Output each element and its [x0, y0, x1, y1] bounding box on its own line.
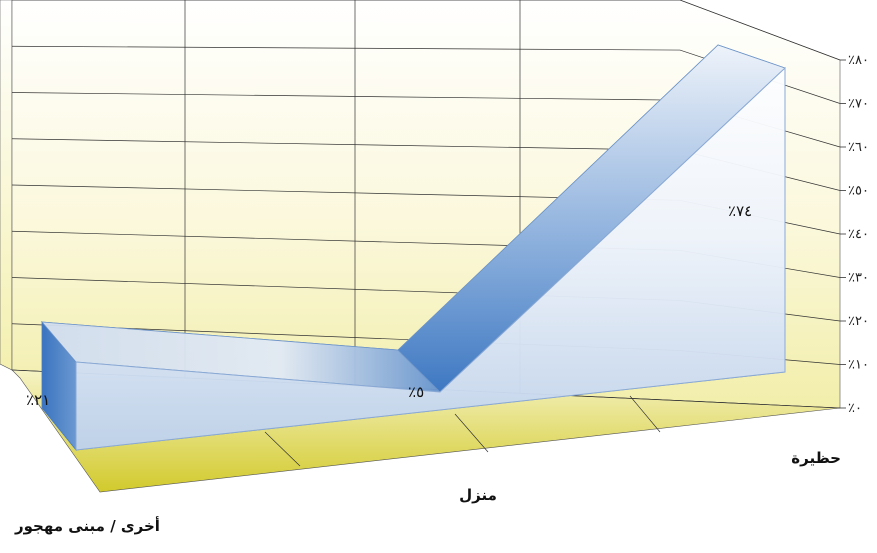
area-front-face	[75, 66, 786, 451]
category-label: حظيرة	[791, 449, 841, 467]
floor-divider	[454, 413, 489, 453]
area-series	[41, 44, 786, 452]
y-tick-label: ٪٧٠	[848, 97, 869, 112]
y-axis-tick-labels: ٪٠ ٪١٠ ٪٢٠ ٪٣٠ ٪٤٠ ٪٥٠ ٪٦٠ ٪٧٠ ٪٨٠	[840, 53, 869, 416]
category-label: أخرى / مبنى مهجور	[14, 516, 160, 535]
data-label: ٪٢١	[26, 391, 50, 409]
category-label: منزل	[459, 486, 497, 504]
y-tick-label: ٪٦٠	[848, 140, 869, 155]
y-tick-label: ٪٠	[848, 401, 862, 416]
y-tick-label: ٪١٠	[848, 358, 869, 373]
y-tick-label: ٪٣٠	[848, 271, 869, 286]
gridline	[12, 0, 841, 61]
floor-divider	[629, 395, 661, 433]
data-label: ٪٥	[408, 383, 424, 401]
gridline	[11, 45, 841, 104]
data-label: ٪٧٤	[728, 202, 752, 220]
floor-divider	[264, 431, 301, 467]
y-tick-label: ٪٥٠	[848, 184, 869, 199]
category-labels: أخرى / مبنى مهجور منزل حظيرة	[14, 449, 841, 535]
data-labels: ٪٢١ ٪٥ ٪٧٤	[26, 202, 752, 409]
y-tick-label: ٪٤٠	[848, 227, 869, 242]
y-tick-label: ٪٢٠	[848, 314, 869, 329]
floor-divider-lines	[264, 395, 661, 467]
left-side-wall	[0, 0, 13, 371]
y-tick-label: ٪٨٠	[848, 53, 869, 68]
